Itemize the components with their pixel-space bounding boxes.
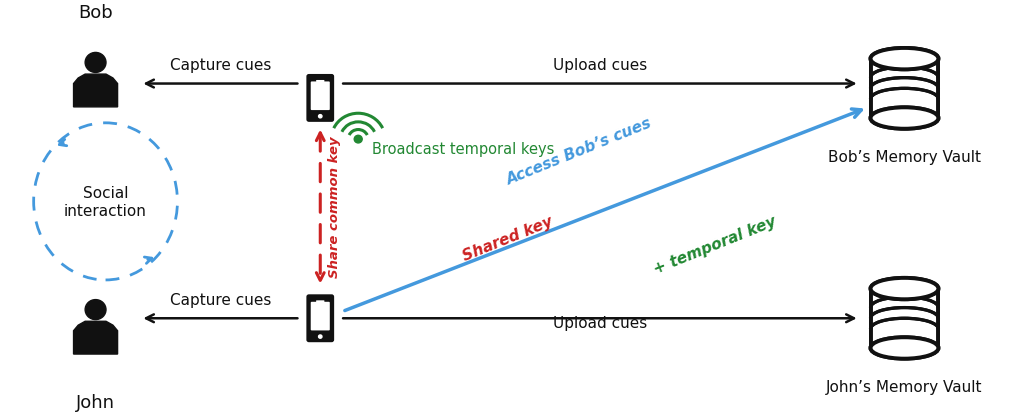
Ellipse shape xyxy=(870,49,938,70)
Text: Upload cues: Upload cues xyxy=(553,315,647,330)
FancyBboxPatch shape xyxy=(310,82,330,111)
Text: Bob’s Memory Vault: Bob’s Memory Vault xyxy=(828,150,981,164)
FancyBboxPatch shape xyxy=(306,75,334,123)
Text: Share common key: Share common key xyxy=(329,136,341,277)
Circle shape xyxy=(318,115,322,119)
Text: Bob: Bob xyxy=(78,4,113,22)
Circle shape xyxy=(85,53,106,73)
Text: Capture cues: Capture cues xyxy=(170,292,271,307)
Polygon shape xyxy=(74,75,118,108)
FancyBboxPatch shape xyxy=(306,294,334,342)
Polygon shape xyxy=(74,321,118,354)
Text: Social
interaction: Social interaction xyxy=(65,186,147,218)
Text: Broadcast temporal keys: Broadcast temporal keys xyxy=(372,142,555,157)
Text: + temporal key: + temporal key xyxy=(652,214,779,276)
FancyBboxPatch shape xyxy=(310,302,330,331)
Text: John: John xyxy=(76,393,115,411)
Ellipse shape xyxy=(870,278,938,299)
Text: Upload cues: Upload cues xyxy=(553,58,647,73)
Circle shape xyxy=(318,335,322,338)
Text: Capture cues: Capture cues xyxy=(170,58,271,73)
Ellipse shape xyxy=(870,108,938,129)
FancyBboxPatch shape xyxy=(316,81,325,83)
FancyBboxPatch shape xyxy=(870,59,938,119)
Text: John’s Memory Vault: John’s Memory Vault xyxy=(826,379,983,394)
Circle shape xyxy=(354,136,362,144)
Ellipse shape xyxy=(870,337,938,359)
FancyBboxPatch shape xyxy=(870,289,938,348)
Ellipse shape xyxy=(870,278,938,299)
Circle shape xyxy=(85,300,106,320)
FancyBboxPatch shape xyxy=(316,301,325,303)
Ellipse shape xyxy=(870,108,938,129)
Ellipse shape xyxy=(870,49,938,70)
Text: Shared key: Shared key xyxy=(460,214,555,263)
Ellipse shape xyxy=(870,337,938,359)
Text: Access Bob’s cues: Access Bob’s cues xyxy=(505,116,655,188)
